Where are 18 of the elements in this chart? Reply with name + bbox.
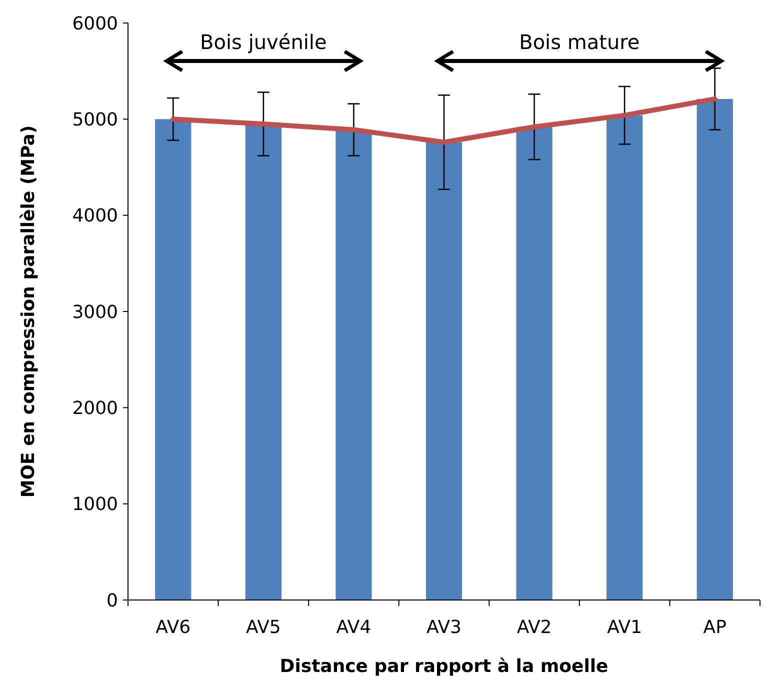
annotation: Bois juvénile bbox=[200, 30, 327, 54]
y-tick-label: 4000 bbox=[72, 206, 118, 227]
x-tick-label: AV6 bbox=[156, 617, 191, 638]
y-tick-label: 3000 bbox=[72, 302, 118, 323]
y-tick-label: 2000 bbox=[72, 398, 118, 419]
x-tick-label: AV1 bbox=[607, 617, 642, 638]
y-tick-label: 1000 bbox=[72, 494, 118, 516]
x-axis-title: Distance par rapport à la moelle bbox=[280, 656, 608, 677]
x-tick-label: AV2 bbox=[516, 617, 552, 638]
annotation: Bois mature bbox=[519, 30, 640, 54]
x-tick-label: AV3 bbox=[426, 617, 462, 638]
x-tick-label: AP bbox=[703, 617, 727, 638]
y-axis-title: MOE en compression parallèle (MPa) bbox=[18, 125, 39, 498]
y-tick-label: 5000 bbox=[72, 109, 118, 130]
y-tick-label: 6000 bbox=[72, 13, 118, 34]
x-tick-label: AV5 bbox=[246, 617, 281, 638]
y-tick-label: 0 bbox=[106, 590, 118, 612]
x-tick-label: AV4 bbox=[336, 617, 372, 638]
